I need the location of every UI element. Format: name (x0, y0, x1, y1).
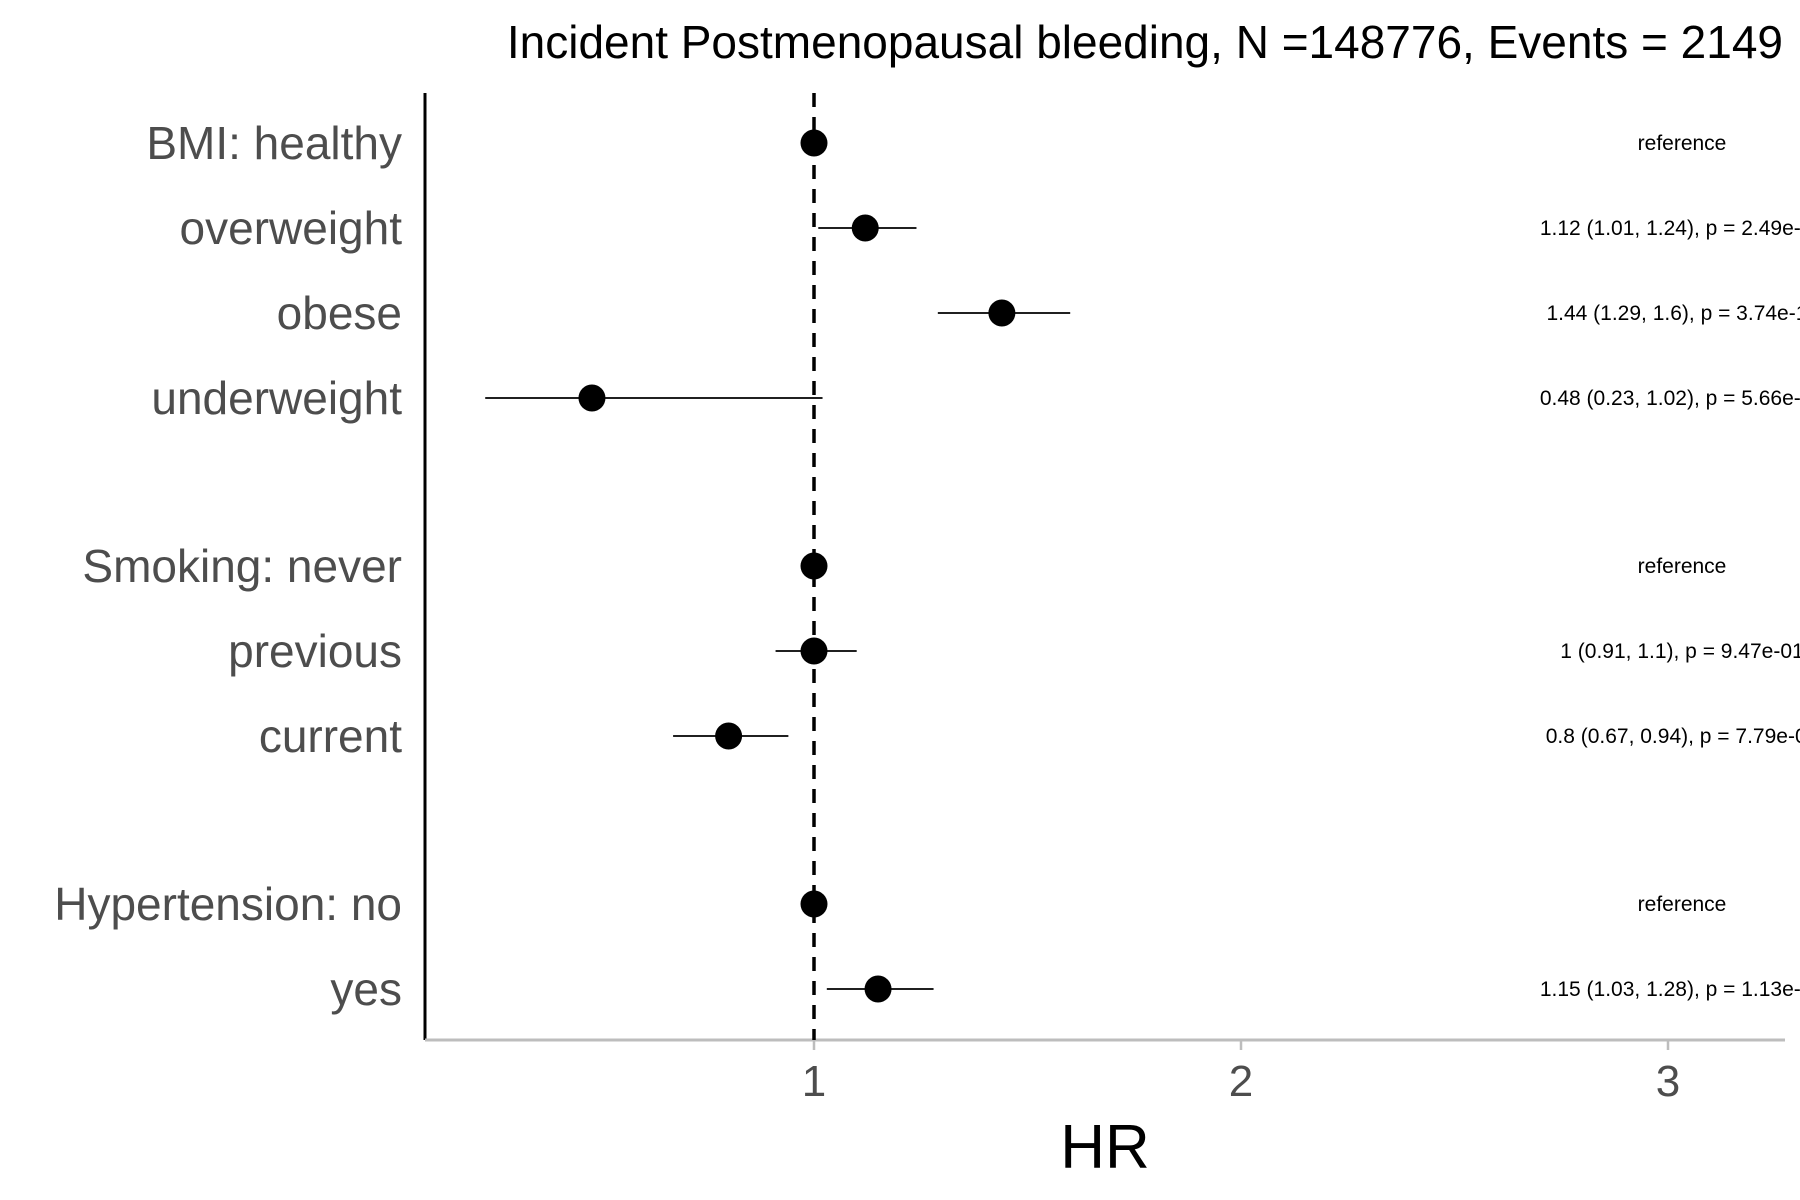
forest-row: current 0.8 (0.67, 0.94), p = 7.79e-03 (259, 710, 1800, 762)
hr-point (864, 975, 892, 1003)
forest-row: previous 1 (0.91, 1.1), p = 9.47e-01 (228, 625, 1800, 677)
row-annotation: 1.12 (1.01, 1.24), p = 2.49e-02 (1540, 217, 1800, 240)
row-label: previous (228, 625, 402, 677)
row-label: overweight (180, 202, 403, 254)
row-annotation: reference (1638, 555, 1727, 578)
row-annotation: 1 (0.91, 1.1), p = 9.47e-01 (1560, 640, 1800, 663)
row-label: current (259, 710, 402, 762)
forest-row: obese 1.44 (1.29, 1.6), p = 3.74e-11 (277, 287, 1800, 339)
row-label: Smoking: never (82, 540, 402, 592)
row-annotation: 1.15 (1.03, 1.28), p = 1.13e-02 (1540, 978, 1800, 1001)
x-tick-label: 2 (1229, 1057, 1253, 1106)
x-tick-label: 3 (1656, 1057, 1680, 1106)
row-annotation: 1.44 (1.29, 1.6), p = 3.74e-11 (1546, 302, 1800, 325)
hr-point (988, 299, 1016, 327)
hr-point (800, 890, 828, 918)
forest-row: overweight 1.12 (1.01, 1.24), p = 2.49e-0… (180, 202, 1800, 254)
hr-point (578, 384, 606, 412)
row-label: obese (277, 287, 402, 339)
row-label: Hypertension: no (54, 878, 402, 930)
forest-row: BMI: healthy reference (146, 117, 1726, 169)
x-ticks: 1 2 3 (802, 1040, 1680, 1106)
x-tick-label: 1 (802, 1057, 826, 1106)
x-axis-label: HR (1060, 1113, 1150, 1182)
row-annotation: reference (1638, 132, 1727, 155)
forest-row: yes 1.15 (1.03, 1.28), p = 1.13e-02 (330, 963, 1800, 1015)
chart-title: Incident Postmenopausal bleeding, N =148… (507, 16, 1783, 68)
forest-row: Hypertension: no reference (54, 878, 1726, 930)
row-annotation: reference (1638, 893, 1727, 916)
forest-row: underweight 0.48 (0.23, 1.02), p = 5.66e-… (151, 372, 1800, 424)
hr-point (800, 552, 828, 580)
row-annotation: 0.8 (0.67, 0.94), p = 7.79e-03 (1546, 725, 1800, 748)
row-label: BMI: healthy (146, 117, 402, 169)
hr-point (715, 722, 743, 750)
row-label: yes (330, 963, 402, 1015)
row-label: underweight (151, 372, 402, 424)
forest-row: Smoking: never reference (82, 540, 1726, 592)
row-annotation: 0.48 (0.23, 1.02), p = 5.66e-02 (1540, 387, 1800, 410)
rows-layer: BMI: healthy reference overweight 1.12 (1.0… (54, 117, 1800, 1015)
hr-point (851, 214, 879, 242)
